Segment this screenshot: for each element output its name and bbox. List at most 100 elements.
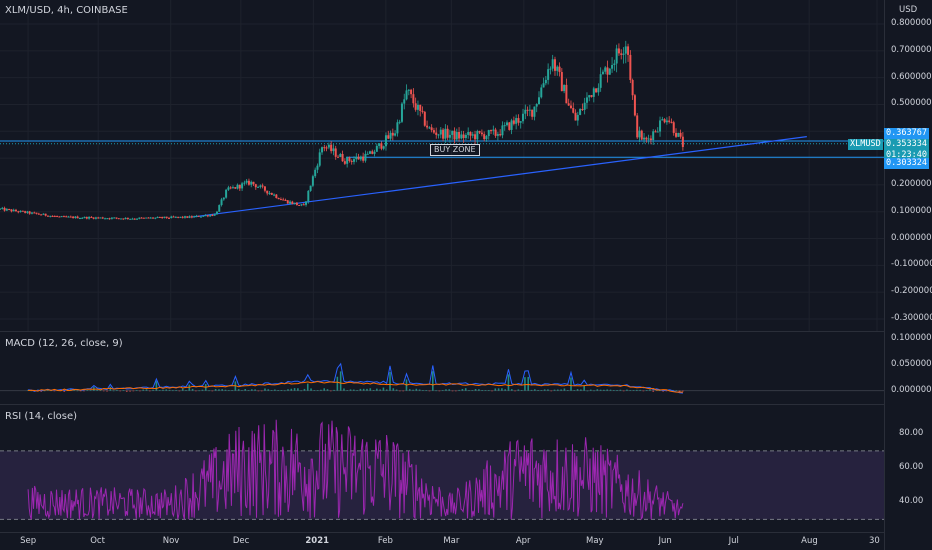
candle-body [282, 199, 285, 201]
price-chart-pane[interactable]: XLM/USD, 4h, COINBASE [0, 0, 932, 331]
macd-canvas[interactable] [0, 331, 884, 404]
candle [213, 213, 216, 217]
candle [163, 216, 166, 219]
macd-histogram-bar [606, 389, 608, 391]
candle-body [652, 131, 655, 141]
macd-histogram-bar [168, 389, 171, 391]
candle [341, 150, 344, 162]
candle-body [375, 145, 378, 152]
macd-histogram-bar [102, 390, 105, 392]
candle [266, 190, 269, 196]
candle [574, 109, 577, 121]
candle-body [348, 157, 351, 161]
candle-body [94, 217, 97, 219]
candle [624, 40, 627, 64]
candle-body [142, 217, 145, 219]
macd-histogram-bar [326, 389, 329, 391]
candle [606, 60, 609, 83]
candle [501, 121, 504, 139]
candle [94, 216, 97, 220]
buy-zone-label[interactable]: BUY ZONE [430, 144, 480, 156]
candle [396, 119, 399, 137]
time-axis-label: May [586, 536, 604, 546]
macd-histogram-bar [478, 389, 480, 391]
macd-histogram-bar [343, 388, 345, 391]
candle [88, 216, 91, 220]
candle-body [640, 130, 643, 140]
candle-body [512, 120, 515, 124]
candle [5, 207, 8, 212]
candle-body [88, 216, 91, 219]
candle [528, 104, 531, 117]
price-axis[interactable] [884, 0, 932, 550]
macd-pane[interactable]: MACD (12, 26, close, 9) [0, 331, 932, 404]
candle [330, 141, 333, 154]
candle-body [183, 216, 186, 218]
candle [67, 215, 70, 218]
macd-histogram-bar [603, 389, 605, 391]
candle [435, 127, 438, 139]
macd-histogram-bar [116, 390, 118, 391]
candle-body [670, 121, 673, 123]
candle-body [181, 216, 184, 218]
candle-body [492, 129, 495, 131]
candle [469, 131, 472, 141]
macd-histogram-bar [395, 389, 398, 391]
pane-separator[interactable] [0, 532, 932, 533]
candle-body [572, 108, 575, 113]
candle [439, 127, 442, 139]
candle [311, 174, 314, 188]
macd-histogram-bar [142, 389, 145, 391]
macd-histogram-bar [254, 389, 256, 391]
macd-histogram-bar [96, 389, 98, 391]
macd-histogram-bar [543, 389, 546, 391]
macd-histogram-bar [244, 389, 247, 391]
candle-body [645, 137, 648, 140]
pane-separator[interactable] [0, 404, 932, 405]
candle-body [649, 138, 652, 141]
candle-body [161, 216, 164, 218]
candle [620, 49, 623, 60]
macd-histogram-bar [616, 390, 618, 391]
macd-histogram-bar [645, 390, 648, 391]
candle [665, 117, 668, 125]
candle-body [245, 180, 248, 183]
macd-histogram-bar [491, 390, 493, 392]
macd-histogram-bar [599, 389, 602, 391]
candle [250, 180, 253, 188]
candle-body [540, 87, 543, 98]
candle-body [193, 216, 196, 218]
candle [576, 111, 579, 126]
candle-body [8, 209, 11, 211]
candle [275, 193, 278, 199]
macd-histogram-bar [329, 390, 332, 392]
candle [225, 188, 228, 199]
candle [92, 217, 95, 220]
macd-histogram-bar [280, 389, 283, 391]
macd-histogram-bar [639, 389, 641, 391]
candle-body [633, 95, 636, 116]
rsi-canvas[interactable] [0, 404, 884, 532]
candle [186, 216, 189, 219]
candle-body [124, 217, 127, 220]
candle-body [569, 105, 572, 109]
macd-histogram-bar [468, 390, 470, 391]
price-axis-label: 0.800000 [891, 18, 932, 28]
price-chart-canvas[interactable] [0, 0, 884, 331]
candle [387, 130, 390, 140]
macd-histogram-bar [218, 389, 220, 391]
macd-histogram-bar [221, 389, 224, 391]
rsi-pane[interactable]: RSI (14, close) [0, 404, 932, 532]
macd-axis-label: 0.000000 [891, 384, 932, 395]
pane-separator[interactable] [0, 331, 932, 332]
candle-body [668, 120, 671, 122]
macd-histogram-bar [165, 389, 168, 391]
time-axis[interactable]: Sep Oct Nov Dec 2021 Feb Mar Apr May Jun Jul Aug 30 [0, 532, 932, 550]
macd-histogram-bar [125, 390, 128, 392]
candle-body [400, 103, 403, 122]
candle-body [279, 199, 282, 201]
candle-body [398, 121, 401, 123]
macd-histogram-bar [353, 389, 355, 391]
macd-histogram-bar [201, 389, 204, 391]
candle-body [407, 89, 410, 91]
